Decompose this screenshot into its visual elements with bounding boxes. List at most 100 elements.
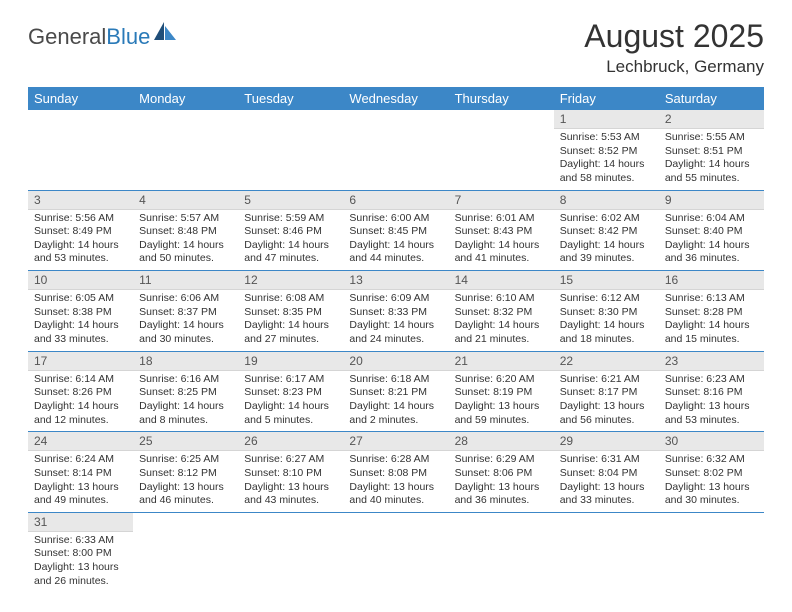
day-sunset-text: Sunset: 8:43 PM [455,225,548,239]
day-number: 23 [659,352,764,371]
day-sunset-text: Sunset: 8:10 PM [244,467,337,481]
day-daylight1-text: Daylight: 14 hours [139,319,232,333]
day-details: Sunrise: 6:23 AMSunset: 8:16 PMDaylight:… [659,371,764,432]
day-number: 4 [133,191,238,210]
location-label: Lechbruck, Germany [584,57,764,77]
day-sunrise-text: Sunrise: 6:18 AM [349,373,442,387]
calendar-day-cell: 17Sunrise: 6:14 AMSunset: 8:26 PMDayligh… [28,351,133,432]
day-number: 12 [238,271,343,290]
day-daylight2-text: and 44 minutes. [349,252,442,266]
day-number: 31 [28,513,133,532]
day-number: 16 [659,271,764,290]
calendar-day-cell: 28Sunrise: 6:29 AMSunset: 8:06 PMDayligh… [449,432,554,513]
day-number: 19 [238,352,343,371]
day-sunset-text: Sunset: 8:37 PM [139,306,232,320]
day-details: Sunrise: 6:21 AMSunset: 8:17 PMDaylight:… [554,371,659,432]
day-details: Sunrise: 5:53 AMSunset: 8:52 PMDaylight:… [554,129,659,190]
day-sunrise-text: Sunrise: 6:08 AM [244,292,337,306]
weekday-header: Wednesday [343,87,448,110]
day-number: 24 [28,432,133,451]
day-daylight2-text: and 21 minutes. [455,333,548,347]
day-daylight2-text: and 8 minutes. [139,414,232,428]
day-sunset-text: Sunset: 8:33 PM [349,306,442,320]
day-details: Sunrise: 6:29 AMSunset: 8:06 PMDaylight:… [449,451,554,512]
day-daylight2-text: and 59 minutes. [455,414,548,428]
day-number: 7 [449,191,554,210]
day-number: 8 [554,191,659,210]
logo-text-part1: General [28,24,106,49]
day-number: 13 [343,271,448,290]
day-sunset-text: Sunset: 8:23 PM [244,386,337,400]
day-sunset-text: Sunset: 8:21 PM [349,386,442,400]
calendar-week-row: 17Sunrise: 6:14 AMSunset: 8:26 PMDayligh… [28,351,764,432]
day-daylight2-text: and 43 minutes. [244,494,337,508]
day-daylight1-text: Daylight: 14 hours [139,400,232,414]
day-sunset-text: Sunset: 8:14 PM [34,467,127,481]
day-sunset-text: Sunset: 8:04 PM [560,467,653,481]
day-number: 26 [238,432,343,451]
calendar-day-cell: 7Sunrise: 6:01 AMSunset: 8:43 PMDaylight… [449,190,554,271]
day-daylight2-text: and 58 minutes. [560,172,653,186]
day-sunrise-text: Sunrise: 5:55 AM [665,131,758,145]
logo: GeneralBlue [28,24,178,50]
day-sunrise-text: Sunrise: 6:12 AM [560,292,653,306]
day-sunset-text: Sunset: 8:25 PM [139,386,232,400]
calendar-day-cell: 2Sunrise: 5:55 AMSunset: 8:51 PMDaylight… [659,110,764,190]
day-sunset-text: Sunset: 8:42 PM [560,225,653,239]
day-details: Sunrise: 6:24 AMSunset: 8:14 PMDaylight:… [28,451,133,512]
day-number: 14 [449,271,554,290]
day-daylight2-text: and 30 minutes. [665,494,758,508]
calendar-day-cell: 27Sunrise: 6:28 AMSunset: 8:08 PMDayligh… [343,432,448,513]
day-details: Sunrise: 6:25 AMSunset: 8:12 PMDaylight:… [133,451,238,512]
calendar-day-cell: 8Sunrise: 6:02 AMSunset: 8:42 PMDaylight… [554,190,659,271]
day-sunset-text: Sunset: 8:26 PM [34,386,127,400]
day-daylight1-text: Daylight: 13 hours [455,481,548,495]
day-sunset-text: Sunset: 8:51 PM [665,145,758,159]
day-sunrise-text: Sunrise: 6:31 AM [560,453,653,467]
day-sunset-text: Sunset: 8:12 PM [139,467,232,481]
day-sunrise-text: Sunrise: 6:13 AM [665,292,758,306]
calendar-header-row: SundayMondayTuesdayWednesdayThursdayFrid… [28,87,764,110]
calendar-day-cell: 4Sunrise: 5:57 AMSunset: 8:48 PMDaylight… [133,190,238,271]
day-sunset-text: Sunset: 8:46 PM [244,225,337,239]
day-sunrise-text: Sunrise: 5:57 AM [139,212,232,226]
calendar-day-cell [133,110,238,190]
day-sunrise-text: Sunrise: 6:05 AM [34,292,127,306]
calendar-day-cell: 22Sunrise: 6:21 AMSunset: 8:17 PMDayligh… [554,351,659,432]
day-sunrise-text: Sunrise: 6:04 AM [665,212,758,226]
calendar-day-cell [449,512,554,592]
day-number: 17 [28,352,133,371]
page-header: GeneralBlue August 2025 Lechbruck, Germa… [28,18,764,77]
day-daylight2-text: and 33 minutes. [560,494,653,508]
title-block: August 2025 Lechbruck, Germany [584,18,764,77]
calendar-day-cell: 29Sunrise: 6:31 AMSunset: 8:04 PMDayligh… [554,432,659,513]
day-number: 10 [28,271,133,290]
day-daylight1-text: Daylight: 13 hours [34,561,127,575]
day-daylight1-text: Daylight: 14 hours [349,319,442,333]
day-daylight1-text: Daylight: 13 hours [139,481,232,495]
calendar-day-cell: 5Sunrise: 5:59 AMSunset: 8:46 PMDaylight… [238,190,343,271]
day-sunset-text: Sunset: 8:48 PM [139,225,232,239]
calendar-day-cell: 31Sunrise: 6:33 AMSunset: 8:00 PMDayligh… [28,512,133,592]
day-sunset-text: Sunset: 8:40 PM [665,225,758,239]
day-details: Sunrise: 5:59 AMSunset: 8:46 PMDaylight:… [238,210,343,271]
calendar-day-cell [238,512,343,592]
calendar-body: 1Sunrise: 5:53 AMSunset: 8:52 PMDaylight… [28,110,764,592]
day-sunset-text: Sunset: 8:16 PM [665,386,758,400]
day-sunrise-text: Sunrise: 5:59 AM [244,212,337,226]
calendar-week-row: 1Sunrise: 5:53 AMSunset: 8:52 PMDaylight… [28,110,764,190]
calendar-day-cell [659,512,764,592]
day-daylight2-text: and 2 minutes. [349,414,442,428]
day-daylight1-text: Daylight: 14 hours [34,319,127,333]
day-daylight1-text: Daylight: 14 hours [665,319,758,333]
calendar-day-cell: 3Sunrise: 5:56 AMSunset: 8:49 PMDaylight… [28,190,133,271]
calendar-day-cell: 26Sunrise: 6:27 AMSunset: 8:10 PMDayligh… [238,432,343,513]
day-details: Sunrise: 6:05 AMSunset: 8:38 PMDaylight:… [28,290,133,351]
calendar-day-cell: 19Sunrise: 6:17 AMSunset: 8:23 PMDayligh… [238,351,343,432]
calendar-day-cell: 23Sunrise: 6:23 AMSunset: 8:16 PMDayligh… [659,351,764,432]
day-daylight1-text: Daylight: 14 hours [34,239,127,253]
logo-sail-icon [152,20,178,47]
day-daylight2-text: and 50 minutes. [139,252,232,266]
day-daylight2-text: and 27 minutes. [244,333,337,347]
weekday-header: Saturday [659,87,764,110]
